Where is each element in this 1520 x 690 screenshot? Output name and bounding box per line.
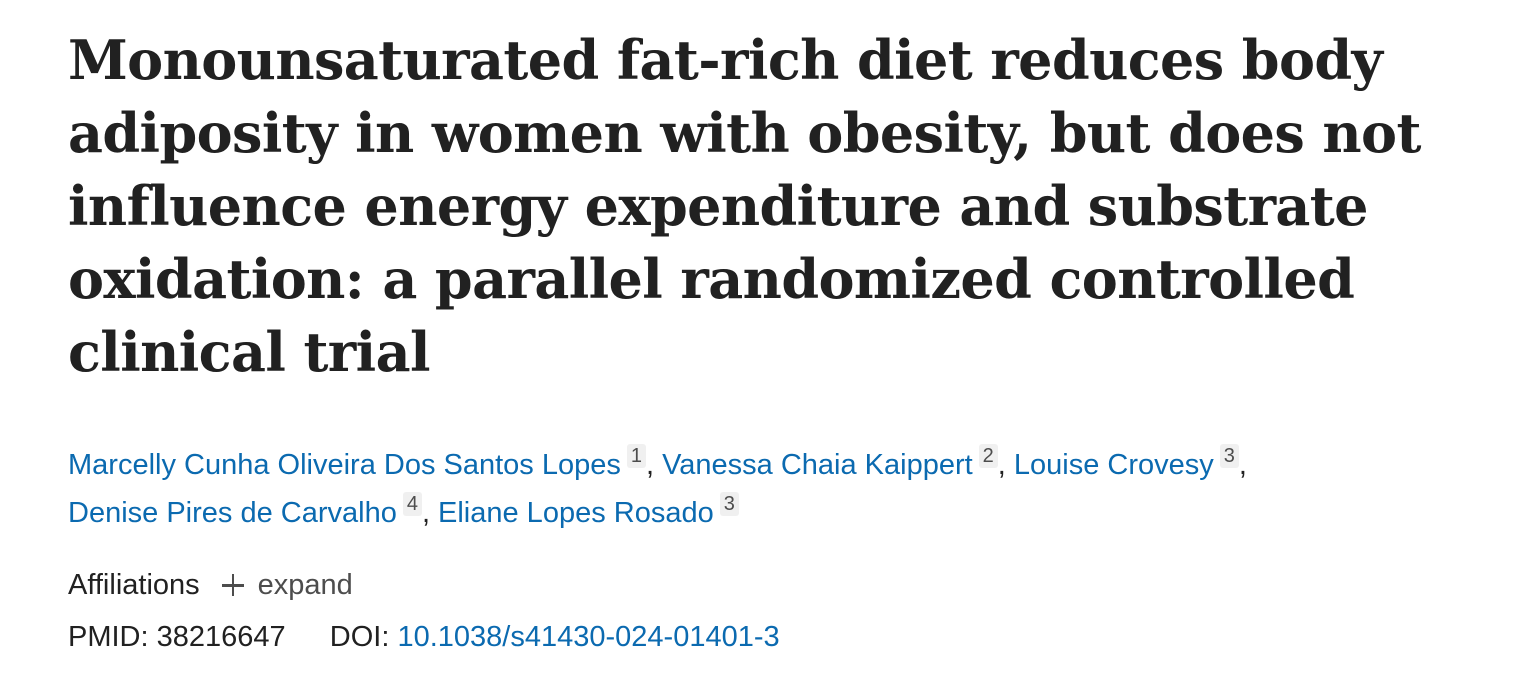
- author-link[interactable]: Louise Crovesy: [1013, 449, 1214, 481]
- identifiers-row: PMID: 38216647 DOI: 10.1038/s41430-024-0…: [68, 617, 1468, 657]
- author-link[interactable]: Vanessa Chaia Kaippert: [662, 449, 973, 481]
- affiliations-expand-button[interactable]: expand: [221, 565, 353, 605]
- affiliation-ref[interactable]: 3: [1219, 444, 1239, 468]
- doi-label: DOI:: [329, 621, 390, 653]
- affiliation-ref[interactable]: 3: [719, 492, 739, 516]
- author-link[interactable]: Marcelly Cunha Oliveira Dos Santos Lopes: [68, 449, 621, 481]
- doi-link[interactable]: 10.1038/s41430-024-01401-3: [397, 621, 780, 653]
- expand-label: expand: [257, 569, 353, 601]
- author-separator: ,: [997, 449, 1006, 481]
- author-link[interactable]: Denise Pires de Carvalho: [68, 497, 397, 529]
- author-link[interactable]: Eliane Lopes Rosado: [438, 497, 714, 529]
- author-list: Marcelly Cunha Oliveira Dos Santos Lopes…: [68, 441, 1468, 537]
- article-header: Monounsaturated fat-rich diet reduces bo…: [68, 24, 1468, 657]
- affiliations-row: Affiliations expand: [68, 565, 1468, 605]
- plus-icon: [221, 574, 244, 596]
- affiliation-ref[interactable]: 2: [978, 444, 998, 468]
- author-separator: ,: [421, 497, 431, 529]
- author-separator: ,: [646, 449, 655, 481]
- article-title: Monounsaturated fat-rich diet reduces bo…: [68, 28, 1421, 384]
- pmid-value: 38216647: [156, 621, 286, 653]
- affiliations-label: Affiliations: [68, 569, 200, 601]
- affiliation-ref[interactable]: 1: [626, 444, 646, 468]
- author-separator: ,: [1238, 449, 1247, 481]
- pmid-label: PMID:: [68, 621, 149, 653]
- affiliation-ref[interactable]: 4: [402, 492, 422, 516]
